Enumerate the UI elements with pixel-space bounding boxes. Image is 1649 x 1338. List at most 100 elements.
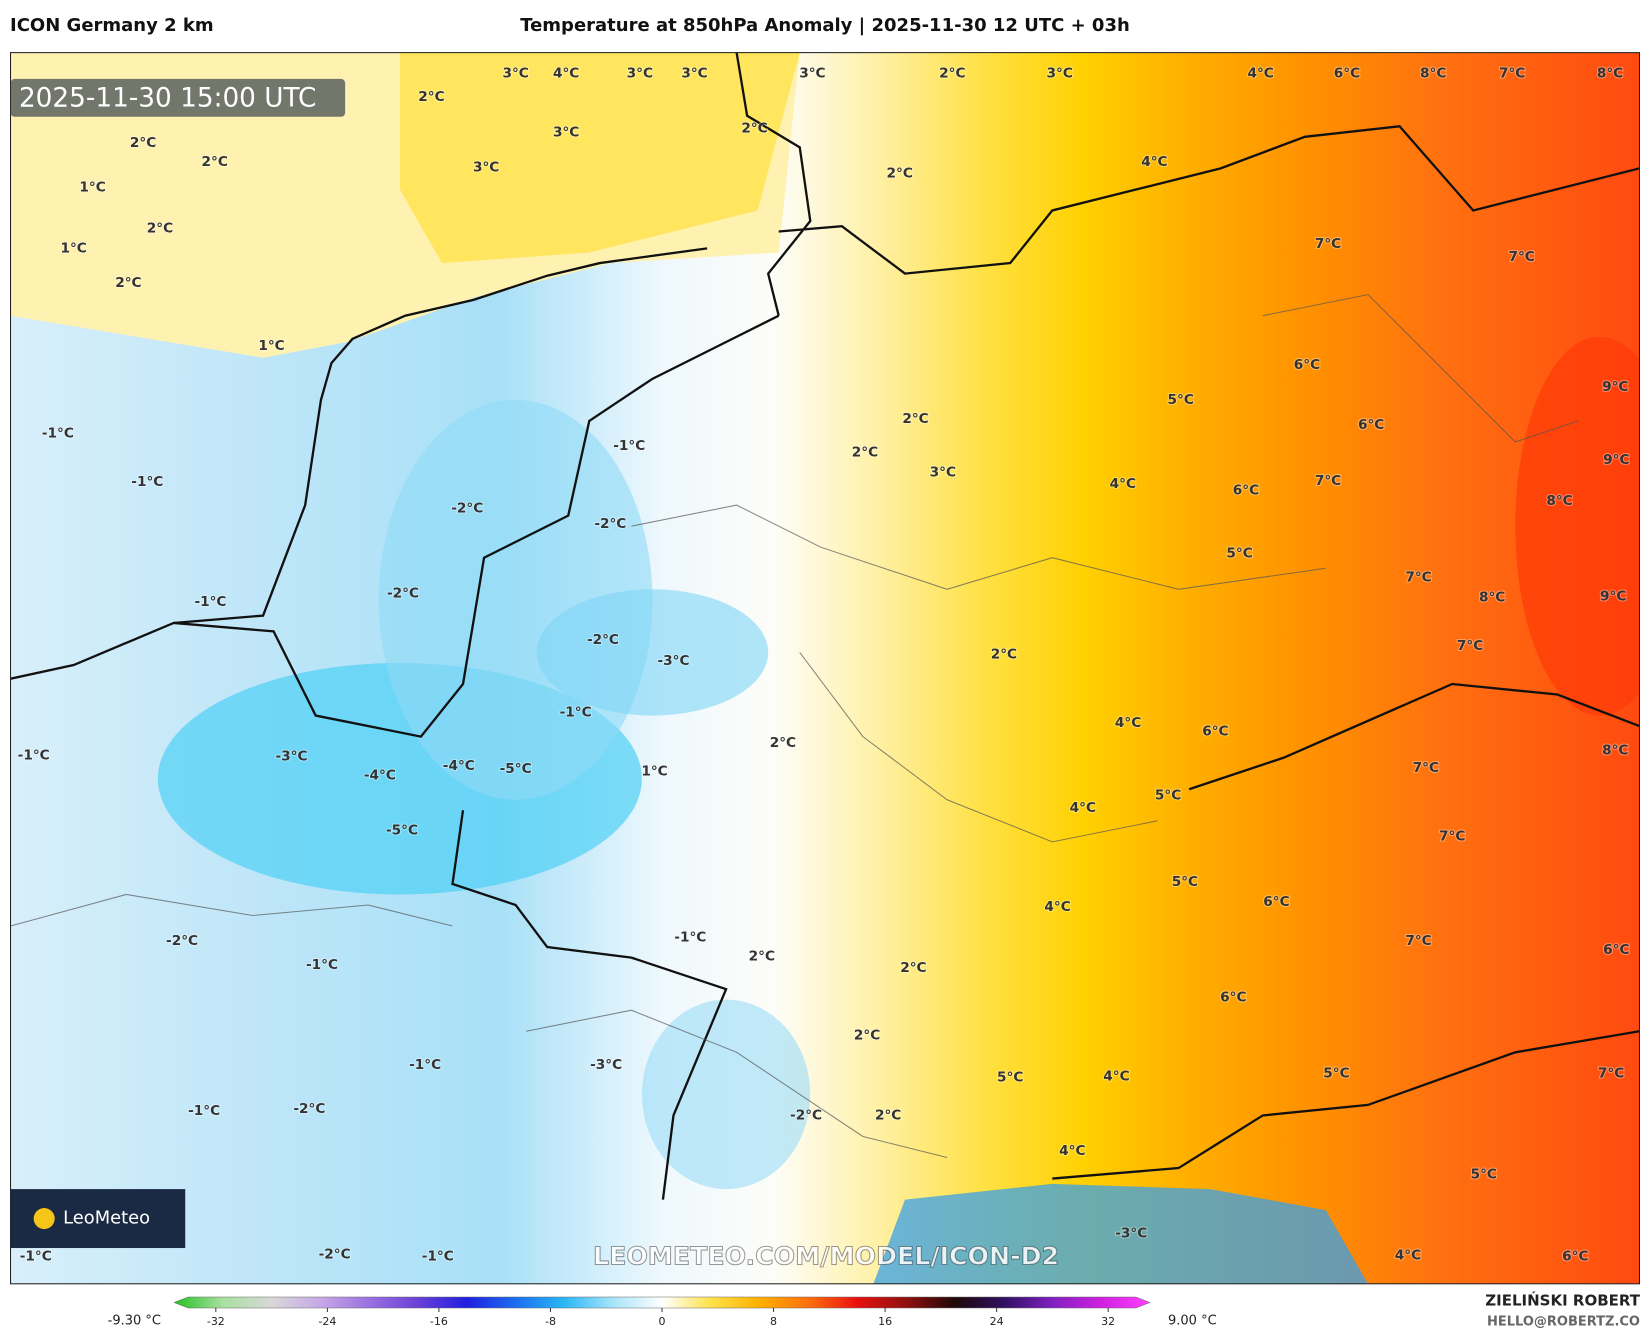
temperature-label: 4°C — [1070, 800, 1096, 816]
borders — [10, 294, 1579, 1159]
temperature-label: -1°C — [194, 594, 226, 610]
logo-icon — [33, 1208, 55, 1230]
temperature-label: -2°C — [293, 1101, 325, 1117]
colorbar-tick-label: 16 — [878, 1315, 892, 1328]
temperature-label: 6°C — [1358, 417, 1384, 433]
coastline — [10, 52, 1640, 1200]
temperature-label: -2°C — [319, 1246, 351, 1262]
colorbar-tick-label: 32 — [1101, 1315, 1115, 1328]
title: Temperature at 850hPa Anomaly | 2025-11-… — [520, 15, 1130, 36]
temperature-label: -1°C — [422, 1248, 454, 1264]
temperature-label: 3°C — [627, 66, 653, 82]
temperature-label: 8°C — [1597, 66, 1623, 82]
colorbar: -32 -24 -16 -8 0 8 16 24 32 — [173, 1296, 1151, 1328]
temperature-label: 2°C — [418, 89, 444, 105]
temperature-label: 8°C — [1420, 66, 1446, 82]
temperature-label: 4°C — [553, 66, 579, 82]
temperature-label: -1°C — [20, 1248, 52, 1264]
temperature-label: 1°C — [641, 763, 667, 779]
temperature-label: 6°C — [1233, 482, 1259, 498]
cold-field — [641, 999, 811, 1190]
temperature-label: 4°C — [1395, 1247, 1421, 1263]
warm-field — [399, 52, 800, 264]
temperature-label: -1°C — [188, 1103, 220, 1119]
temperature-label: 1°C — [60, 240, 86, 256]
temperature-label: 5°C — [1155, 788, 1181, 804]
watermark: LEOMETEO.COM/MODEL/ICON-D2 — [593, 1241, 1059, 1270]
logo: LeoMeteo — [63, 1208, 150, 1229]
temperature-label: 8°C — [1602, 742, 1628, 758]
author: ZIELIŃSKI ROBERT — [1485, 1291, 1640, 1310]
temperature-label: 4°C — [1110, 476, 1136, 492]
temperature-label: -1°C — [131, 474, 163, 490]
temperature-label: -1°C — [613, 438, 645, 454]
temperature-label: 8°C — [1479, 590, 1505, 606]
temperature-label: -2°C — [166, 933, 198, 949]
temperature-label: 3°C — [681, 66, 707, 82]
map: 3°C 4°C 3°C 3°C 3°C 2°C 3°C 4°C 6°C 8°C 7°C 8°C 2°C 2… — [9, 52, 1641, 1285]
temperature-label: 9°C — [1603, 452, 1629, 468]
temperature-label: 9°C — [1600, 589, 1626, 605]
colorbar-tick-label: 0 — [659, 1315, 666, 1328]
temperature-label: 2°C — [741, 120, 767, 136]
temperature-label: 2°C — [887, 166, 913, 182]
map-frame — [9, 52, 1641, 1285]
temperature-label: 7°C — [1413, 760, 1439, 776]
temperature-label: 6°C — [1603, 942, 1629, 958]
temperature-label: 7°C — [1315, 473, 1341, 489]
temperature-label: -1°C — [306, 957, 338, 973]
temperature-label: -3°C — [657, 653, 689, 669]
temperature-label: 7°C — [1439, 829, 1465, 845]
temperature-label: 2°C — [875, 1107, 901, 1123]
contact: HELLO@ROBERTZ.CO — [1487, 1315, 1640, 1330]
temperature-label: -3°C — [275, 749, 307, 765]
temperature-label: 3°C — [473, 159, 499, 175]
temperature-label: 6°C — [1334, 66, 1360, 82]
temperature-label: 1°C — [258, 338, 284, 354]
temperature-label: 2°C — [852, 444, 878, 460]
temperature-label: -2°C — [594, 516, 626, 532]
temperature-label: 5°C — [1226, 546, 1252, 562]
temperature-label: 4°C — [1044, 899, 1070, 915]
min-label: -9.30 °C — [108, 1314, 161, 1329]
temperature-label: 4°C — [1103, 1069, 1129, 1085]
temperature-label: 7°C — [1508, 249, 1534, 265]
temperature-label: -1°C — [18, 748, 50, 764]
valid-time: 2025-11-30 15:00 UTC — [19, 83, 316, 113]
model-name: ICON Germany 2 km — [10, 15, 214, 36]
colorbar-tick-label: 24 — [990, 1315, 1004, 1328]
temperature-label: 5°C — [1323, 1065, 1349, 1081]
temperature-label: 3°C — [1046, 66, 1072, 82]
colorbar-tick-label: -24 — [318, 1315, 336, 1328]
temperature-label: -1°C — [42, 426, 74, 442]
temperature-label: 2°C — [115, 275, 141, 291]
temperature-label: 1°C — [79, 179, 105, 195]
temperature-label: 2°C — [854, 1027, 880, 1043]
temperature-label: 2°C — [749, 949, 775, 965]
temperature-label: 6°C — [1562, 1248, 1588, 1264]
colorbar-tick-label: -16 — [430, 1315, 448, 1328]
temperature-label: 5°C — [1172, 874, 1198, 890]
temperature-label: 2°C — [770, 735, 796, 751]
temperature-label: -3°C — [1115, 1225, 1147, 1241]
temperature-label: 2°C — [991, 647, 1017, 663]
temperature-label: 5°C — [997, 1070, 1023, 1086]
temperature-label: 6°C — [1263, 894, 1289, 910]
temperature-label: 4°C — [1247, 66, 1273, 82]
colorbar-ramp — [173, 1296, 1151, 1309]
temperature-label: -3°C — [590, 1057, 622, 1073]
temperature-label: 3°C — [930, 464, 956, 480]
temperature-label: 9°C — [1602, 379, 1628, 395]
temperature-label: 5°C — [1168, 392, 1194, 408]
temperature-label: 5°C — [1471, 1166, 1497, 1182]
temperature-label: 2°C — [147, 220, 173, 236]
temperature-label: 6°C — [1220, 990, 1246, 1006]
temperature-label: -1°C — [674, 930, 706, 946]
temperature-label: 2°C — [900, 960, 926, 976]
temperature-label: 6°C — [1294, 357, 1320, 373]
temperature-label: -5°C — [500, 761, 532, 777]
temperature-label: 7°C — [1457, 638, 1483, 654]
temperature-label: 6°C — [1202, 723, 1228, 739]
temperature-label: 7°C — [1499, 66, 1525, 82]
temperature-label: 7°C — [1405, 570, 1431, 586]
